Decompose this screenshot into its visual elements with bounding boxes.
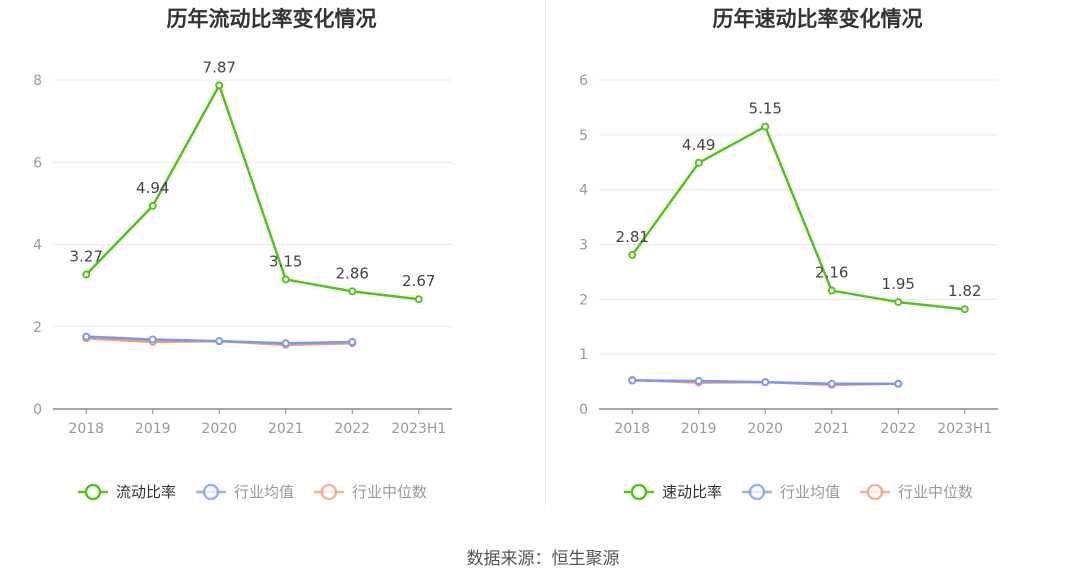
data-point bbox=[694, 377, 703, 386]
data-point bbox=[628, 376, 637, 385]
data-label: 1.82 bbox=[948, 282, 981, 300]
data-label: 4.49 bbox=[682, 136, 715, 154]
x-tick-label: 2023H1 bbox=[391, 421, 446, 437]
data-point bbox=[761, 378, 770, 387]
x-tick-label: 2022 bbox=[880, 421, 916, 437]
data-label: 3.27 bbox=[70, 248, 103, 266]
legend-label: 行业均值 bbox=[780, 483, 840, 501]
legend-label: 行业中位数 bbox=[352, 483, 427, 501]
data-point bbox=[894, 298, 903, 307]
legend-marker bbox=[866, 483, 884, 501]
data-point bbox=[827, 286, 836, 295]
data-point bbox=[281, 275, 290, 284]
data-point bbox=[827, 379, 836, 388]
y-tick-label: 4 bbox=[579, 183, 588, 199]
legend-marker bbox=[202, 483, 220, 501]
data-point bbox=[414, 295, 423, 304]
current-ratio-chart: 0 2 4 6 8 2018 2019 2020 2021 2022 2023H1 3.27 4.94 7… bbox=[33, 58, 452, 501]
legend-label: 速动比率 bbox=[662, 483, 722, 501]
data-label: 2.86 bbox=[336, 264, 369, 282]
x-tick-label: 2019 bbox=[135, 421, 171, 437]
data-label: 1.95 bbox=[882, 275, 915, 293]
y-tick-label: 6 bbox=[33, 155, 42, 171]
current-ratio-panel: 历年流动比率变化情况 0 2 4 6 8 2018 2019 2020 2021 2022 2023… bbox=[0, 0, 543, 530]
legend-marker bbox=[84, 483, 102, 501]
panel-divider bbox=[545, 0, 546, 510]
x-tick-label: 2019 bbox=[681, 421, 717, 437]
y-tick-label: 4 bbox=[33, 238, 42, 254]
chart-title: 历年流动比率变化情况 bbox=[166, 7, 377, 31]
data-point bbox=[82, 332, 91, 341]
data-point bbox=[348, 337, 357, 346]
data-label: 2.16 bbox=[815, 264, 848, 282]
x-tick-label: 2021 bbox=[268, 421, 304, 437]
data-point bbox=[148, 335, 157, 344]
y-tick-label: 2 bbox=[579, 292, 588, 308]
x-tick-label: 2020 bbox=[201, 421, 237, 437]
legend-label: 行业均值 bbox=[234, 483, 294, 501]
legend-marker bbox=[748, 483, 766, 501]
data-point bbox=[761, 122, 770, 131]
data-label: 5.15 bbox=[749, 100, 782, 118]
x-tick-label: 2018 bbox=[614, 421, 650, 437]
legend-marker bbox=[630, 483, 648, 501]
quick-ratio-panel: 历年速动比率变化情况 0 1 2 3 4 5 6 2018 2019 2020 2021 2022 20… bbox=[546, 0, 1086, 530]
data-point bbox=[894, 379, 903, 388]
data-point bbox=[628, 250, 637, 259]
data-point bbox=[694, 158, 703, 167]
x-tick-label: 2021 bbox=[814, 421, 850, 437]
data-point bbox=[82, 270, 91, 279]
data-point bbox=[215, 337, 224, 346]
data-label: 2.67 bbox=[402, 272, 435, 290]
data-label: 7.87 bbox=[203, 58, 236, 76]
y-tick-label: 5 bbox=[579, 128, 588, 144]
y-tick-label: 2 bbox=[33, 320, 42, 336]
series-line bbox=[85, 84, 419, 301]
data-source-note: 数据来源：恒生聚源 bbox=[466, 549, 620, 569]
data-point bbox=[148, 201, 157, 210]
chart-title: 历年速动比率变化情况 bbox=[712, 7, 923, 31]
data-point bbox=[960, 305, 969, 314]
y-tick-label: 6 bbox=[579, 73, 588, 89]
series-line bbox=[631, 125, 965, 311]
data-label: 3.15 bbox=[269, 252, 302, 270]
data-point bbox=[215, 81, 224, 90]
x-tick-label: 2023H1 bbox=[937, 421, 992, 437]
legend-label: 流动比率 bbox=[116, 483, 176, 501]
x-tick-label: 2018 bbox=[68, 421, 104, 437]
y-tick-label: 1 bbox=[579, 347, 588, 363]
y-tick-label: 8 bbox=[33, 73, 42, 89]
data-point bbox=[348, 287, 357, 296]
y-tick-label: 3 bbox=[579, 238, 588, 254]
x-tick-label: 2022 bbox=[334, 421, 370, 437]
legend-marker bbox=[320, 483, 338, 501]
x-tick-label: 2020 bbox=[747, 421, 783, 437]
data-label: 4.94 bbox=[136, 179, 169, 197]
quick-ratio-chart: 0 1 2 3 4 5 6 2018 2019 2020 2021 2022 2023H1 2.81 4.4… bbox=[579, 73, 998, 501]
y-tick-label: 0 bbox=[579, 402, 588, 418]
y-tick-label: 0 bbox=[33, 402, 42, 418]
data-point bbox=[281, 339, 290, 348]
data-label: 2.81 bbox=[616, 228, 649, 246]
legend-label: 行业中位数 bbox=[898, 483, 973, 501]
